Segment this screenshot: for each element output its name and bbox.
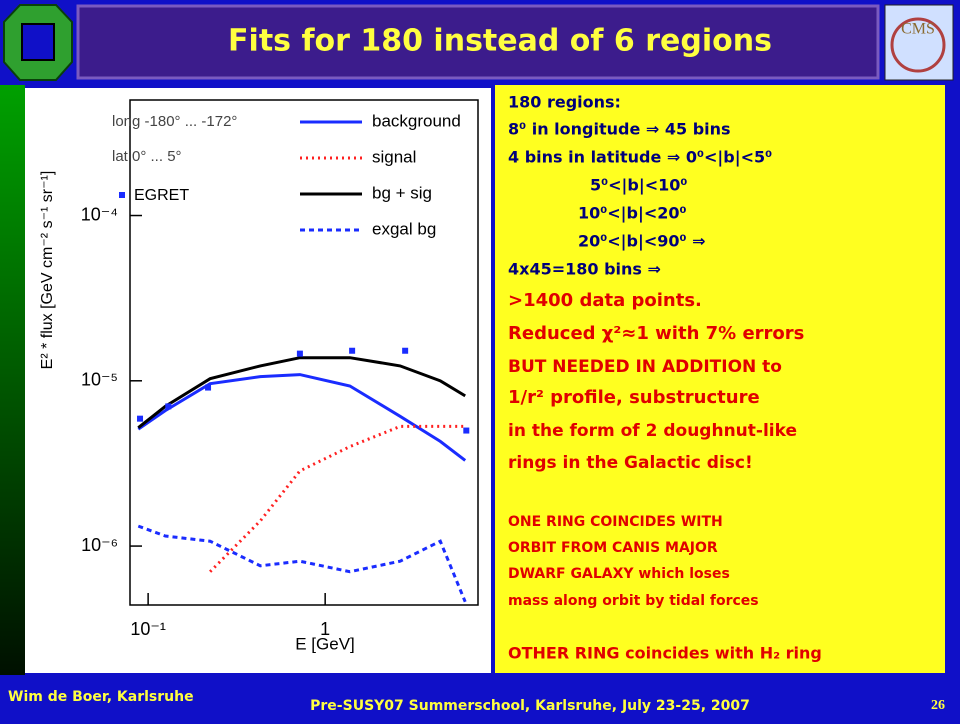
data-point [402, 347, 409, 354]
y-tick-label: 10⁻⁵ [81, 370, 118, 390]
panel-line: 4 bins in latitude ⇒ 0⁰<|b|<5⁰ [508, 148, 772, 168]
data-point [296, 350, 303, 357]
logo-cms [884, 4, 954, 81]
data-point [205, 384, 212, 391]
series-line [137, 373, 467, 462]
footer-event: Pre-SUSY07 Summerschool, Karlsruhe, July… [310, 698, 750, 714]
legend-label: EGRET [134, 187, 189, 204]
title-box [76, 4, 880, 80]
side-strip [0, 85, 25, 675]
logo-left-inner [21, 23, 55, 61]
panel-line: 180 regions: [508, 93, 621, 112]
footer-bar [0, 676, 960, 720]
footer-page: 26 [931, 698, 945, 713]
panel-line: 10⁰<|b|<20⁰ [578, 204, 687, 224]
series-line [137, 524, 467, 603]
series-line [137, 356, 466, 429]
data-point [349, 347, 356, 354]
annotation: long -180° ... -172° [112, 113, 237, 130]
chart-image [25, 88, 491, 673]
data-point [137, 415, 144, 422]
panel-line: OTHER RING coincides with H₂ ring [508, 644, 822, 663]
panel-line: 4x45=180 bins ⇒ [508, 260, 661, 279]
plot-frame [129, 99, 479, 606]
y-tick-label: 10⁻⁶ [81, 535, 118, 555]
x-tick-label: 1 [320, 619, 330, 639]
y-tick-label: 10⁻⁴ [81, 204, 118, 224]
legend-label: bg + sig [372, 183, 432, 202]
x-axis-label: E [GeV] [295, 634, 355, 653]
panel-line: ORBIT FROM CANIS MAJOR [508, 540, 718, 556]
annotation: lat 0° ... 5° [112, 148, 182, 165]
y-axis-label: E² * flux [GeV cm⁻² s⁻¹ sr⁻¹] [39, 171, 56, 370]
legend-swatch [119, 192, 125, 198]
footer-author: Wim de Boer, Karlsruhe [8, 689, 194, 705]
panel-line: 1/r² profile, substructure [508, 387, 760, 408]
slide-title: Fits for 180 instead of 6 regions [228, 24, 772, 59]
panel-line: Reduced χ²≈1 with 7% errors [508, 323, 804, 344]
legend-label: signal [372, 147, 416, 166]
panel-line: ONE RING COINCIDES WITH [508, 514, 723, 530]
data-point [463, 427, 470, 434]
panel-line: 20⁰<|b|<90⁰ ⇒ [578, 232, 705, 252]
panel-line: rings in the Galactic disc! [508, 453, 753, 473]
panel-line: 8⁰ in longitude ⇒ 45 bins [508, 120, 731, 139]
panel-line: DWARF GALAXY which loses [508, 566, 730, 582]
x-tick-label: 10⁻¹ [130, 619, 166, 639]
panel-line: 5⁰<|b|<10⁰ [590, 176, 687, 196]
panel-line: in the form of 2 doughnut-like [508, 421, 797, 441]
panel-line: BUT NEEDED IN ADDITION to [508, 357, 782, 377]
legend-label: exgal bg [372, 219, 436, 238]
logo-cms-ring [890, 17, 946, 73]
legend-label: background [372, 111, 461, 130]
data-point [165, 403, 172, 410]
panel-line: mass along orbit by tidal forces [508, 593, 759, 609]
panel-line: >1400 data points. [508, 290, 702, 311]
logo-cms-text: CMS [901, 21, 935, 38]
text-panel [495, 85, 945, 673]
